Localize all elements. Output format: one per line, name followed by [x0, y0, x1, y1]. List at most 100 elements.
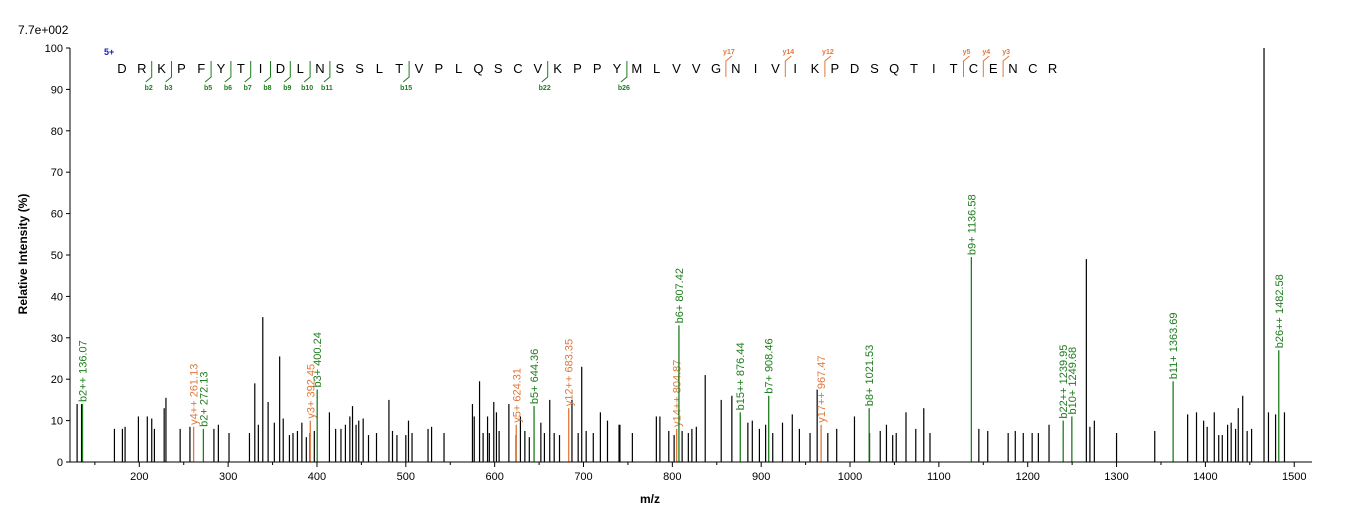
y-fragment-marker [784, 55, 792, 77]
b-fragment-marker [402, 61, 410, 83]
sequence-residue: V [415, 61, 424, 76]
peak-label: y14++ 804.87 [672, 360, 684, 427]
sequence-residue: V [771, 61, 780, 76]
sequence-residue: T [237, 61, 245, 76]
x-tick-label: 300 [219, 471, 237, 483]
y-tick-label: 40 [51, 291, 63, 303]
peak-label: y3+ 392.45 [305, 364, 317, 419]
y-fragment-marker [1002, 55, 1010, 77]
b-fragment-label: b22 [539, 85, 551, 92]
peak-label: y4++ 261.13 [189, 364, 201, 425]
b-fragment-label: b7 [244, 85, 252, 92]
b-fragment-label: b3 [164, 85, 172, 92]
peak-label: b11+ 1363.69 [1168, 312, 1180, 379]
b-fragment-label: b6 [224, 85, 232, 92]
b-fragment-marker [323, 61, 331, 83]
peak-label: b8+ 1021.53 [864, 345, 876, 406]
x-tick-label: 1400 [1193, 471, 1217, 483]
b-fragment-marker [620, 61, 628, 83]
sequence-residue: V [533, 61, 542, 76]
peak-label: b2+ 272.13 [198, 372, 210, 427]
x-axis-title: m/z [640, 492, 660, 506]
b-fragment-label: b15 [400, 85, 412, 92]
x-tick-label: 1100 [927, 471, 951, 483]
sequence-residue: K [553, 61, 562, 76]
y-axis-title: Relative Intensity (%) [16, 194, 30, 315]
sequence-residue: N [1008, 61, 1017, 76]
y-tick-label: 20 [51, 374, 63, 386]
peak-label: b5+ 644.36 [529, 349, 541, 404]
b-fragment-marker [541, 61, 549, 83]
b-fragment-marker [145, 61, 153, 83]
sequence-residue: S [335, 61, 344, 76]
sequence-residue: T [950, 61, 958, 76]
b-fragment-marker [303, 61, 311, 83]
b-fragment-label: b5 [204, 85, 212, 92]
peak-label: b10+ 1249.68 [1067, 347, 1079, 415]
sequence-residue: T [910, 61, 918, 76]
peak-label: b6+ 807.42 [674, 268, 686, 323]
peak-label: b7+ 908.46 [764, 338, 776, 393]
sequence-residue: L [297, 61, 304, 76]
y-fragment-marker [824, 55, 832, 77]
b-fragment-marker [244, 61, 252, 83]
x-tick-label: 400 [308, 471, 326, 483]
x-tick-label: 1200 [1015, 471, 1039, 483]
y-fragment-label: y12 [822, 49, 834, 56]
sequence-residue: P [177, 61, 186, 76]
peak-label: b15++ 876.44 [735, 342, 747, 410]
sequence-residue: R [137, 61, 146, 76]
sequence-residue: S [355, 61, 364, 76]
y-tick-label: 50 [51, 250, 63, 262]
y-fragment-label: y5 [963, 49, 971, 56]
peak-label: b9+ 1136.58 [966, 194, 978, 255]
b-fragment-label: b26 [618, 85, 630, 92]
sequence-residue: T [395, 61, 403, 76]
sequence-residue: C [513, 61, 522, 76]
y-fragment-marker [725, 55, 733, 77]
y-tick-label: 80 [51, 126, 63, 138]
x-tick-label: 900 [752, 471, 770, 483]
x-tick-label: 700 [574, 471, 592, 483]
y-fragment-marker [982, 55, 990, 77]
axes-layer: 0 10 20 30 40 50 60 70 80 90 100 200 300 400 500 600 700… [45, 43, 1312, 483]
sequence-residue: L [376, 61, 383, 76]
x-tick-label: 600 [485, 471, 503, 483]
sequence-residue: K [811, 61, 820, 76]
x-tick-label: 800 [663, 471, 681, 483]
sequence-residue: P [593, 61, 602, 76]
peak-label: b22++ 1239.95 [1058, 345, 1070, 419]
sequence-residue: P [830, 61, 839, 76]
sequence-residue: P [434, 61, 443, 76]
sequence-residue: I [932, 61, 936, 76]
b-fragment-marker [283, 61, 291, 83]
sequence-residue: D [117, 61, 126, 76]
sequence-residue: Q [889, 61, 899, 76]
b-fragment-label: b11 [321, 85, 333, 92]
y-tick-label: 60 [51, 209, 63, 221]
sequence-residue: C [969, 61, 978, 76]
peak-label: b26++ 1482.58 [1274, 274, 1286, 348]
b-fragment-marker [204, 61, 212, 83]
sequence-residue: M [631, 61, 642, 76]
sequence-residue: S [494, 61, 503, 76]
y-tick-label: 70 [51, 167, 63, 179]
sequence-residue: S [870, 61, 879, 76]
sequence-residue: N [315, 61, 324, 76]
b-fragment-label: b8 [263, 85, 271, 92]
sequence-residue: Y [217, 61, 226, 76]
y-tick-label: 100 [45, 43, 63, 55]
y-fragment-marker [963, 55, 970, 77]
sequence-residue: C [1028, 61, 1037, 76]
b-fragment-label: b9 [283, 85, 291, 92]
peak-label: b3+ 400.24 [312, 332, 324, 387]
b-fragment-marker [264, 61, 271, 83]
sequence-residue: F [197, 61, 205, 76]
x-tick-label: 1300 [1104, 471, 1128, 483]
b-fragment-marker [165, 61, 172, 83]
peak-label: y5+ 624.31 [511, 368, 523, 423]
sequence-residue: D [850, 61, 859, 76]
x-tick-label: 1000 [838, 471, 862, 483]
